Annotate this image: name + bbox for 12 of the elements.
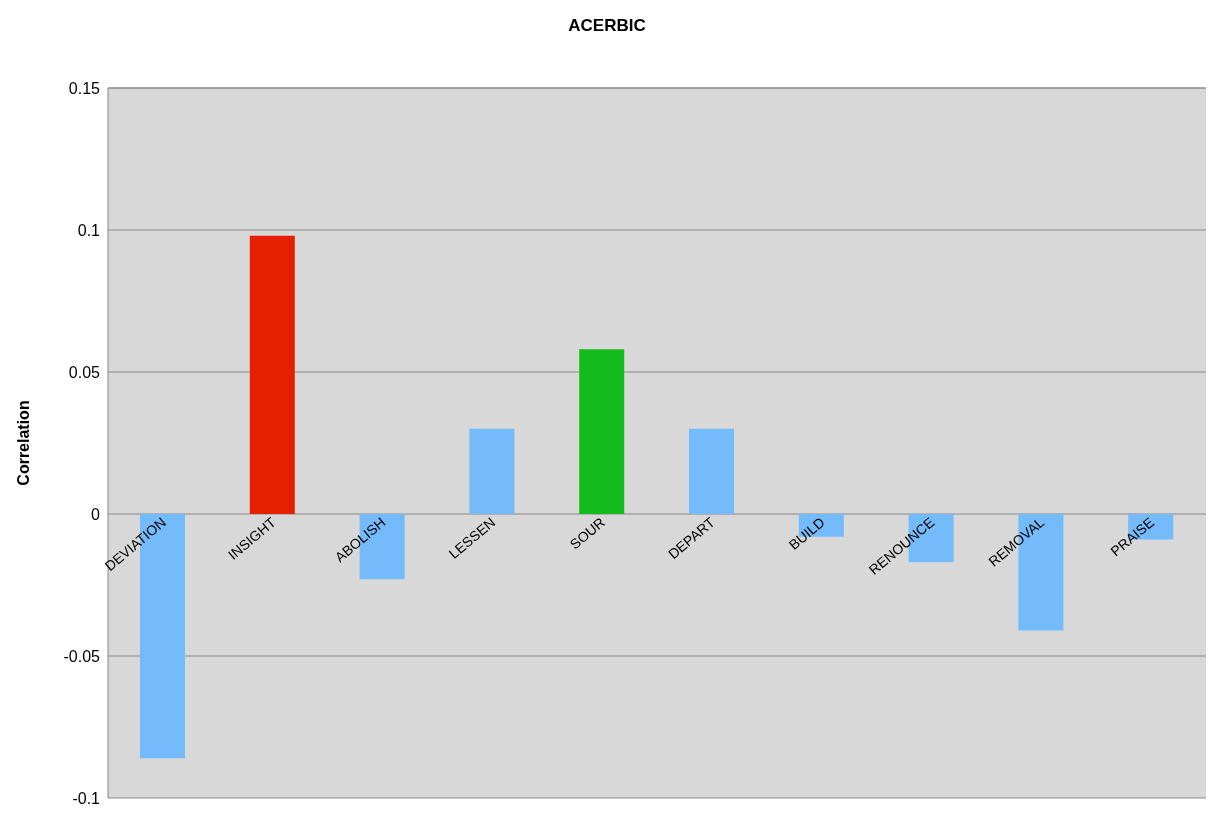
y-tick-label: -0.05 [63, 647, 101, 665]
y-tick-label: 0.1 [77, 221, 101, 239]
y-tick-label: 0.05 [68, 363, 101, 381]
y-tick-label: 0.15 [68, 79, 101, 97]
y-tick-label: -0.1 [72, 789, 101, 807]
bar [579, 349, 625, 514]
bar [249, 235, 295, 514]
y-tick-label: 0 [91, 505, 101, 523]
bar [469, 428, 515, 514]
bar [689, 428, 734, 514]
y-axis-title: Correlation [14, 400, 32, 486]
chart-title: ACERBIC [567, 16, 647, 36]
